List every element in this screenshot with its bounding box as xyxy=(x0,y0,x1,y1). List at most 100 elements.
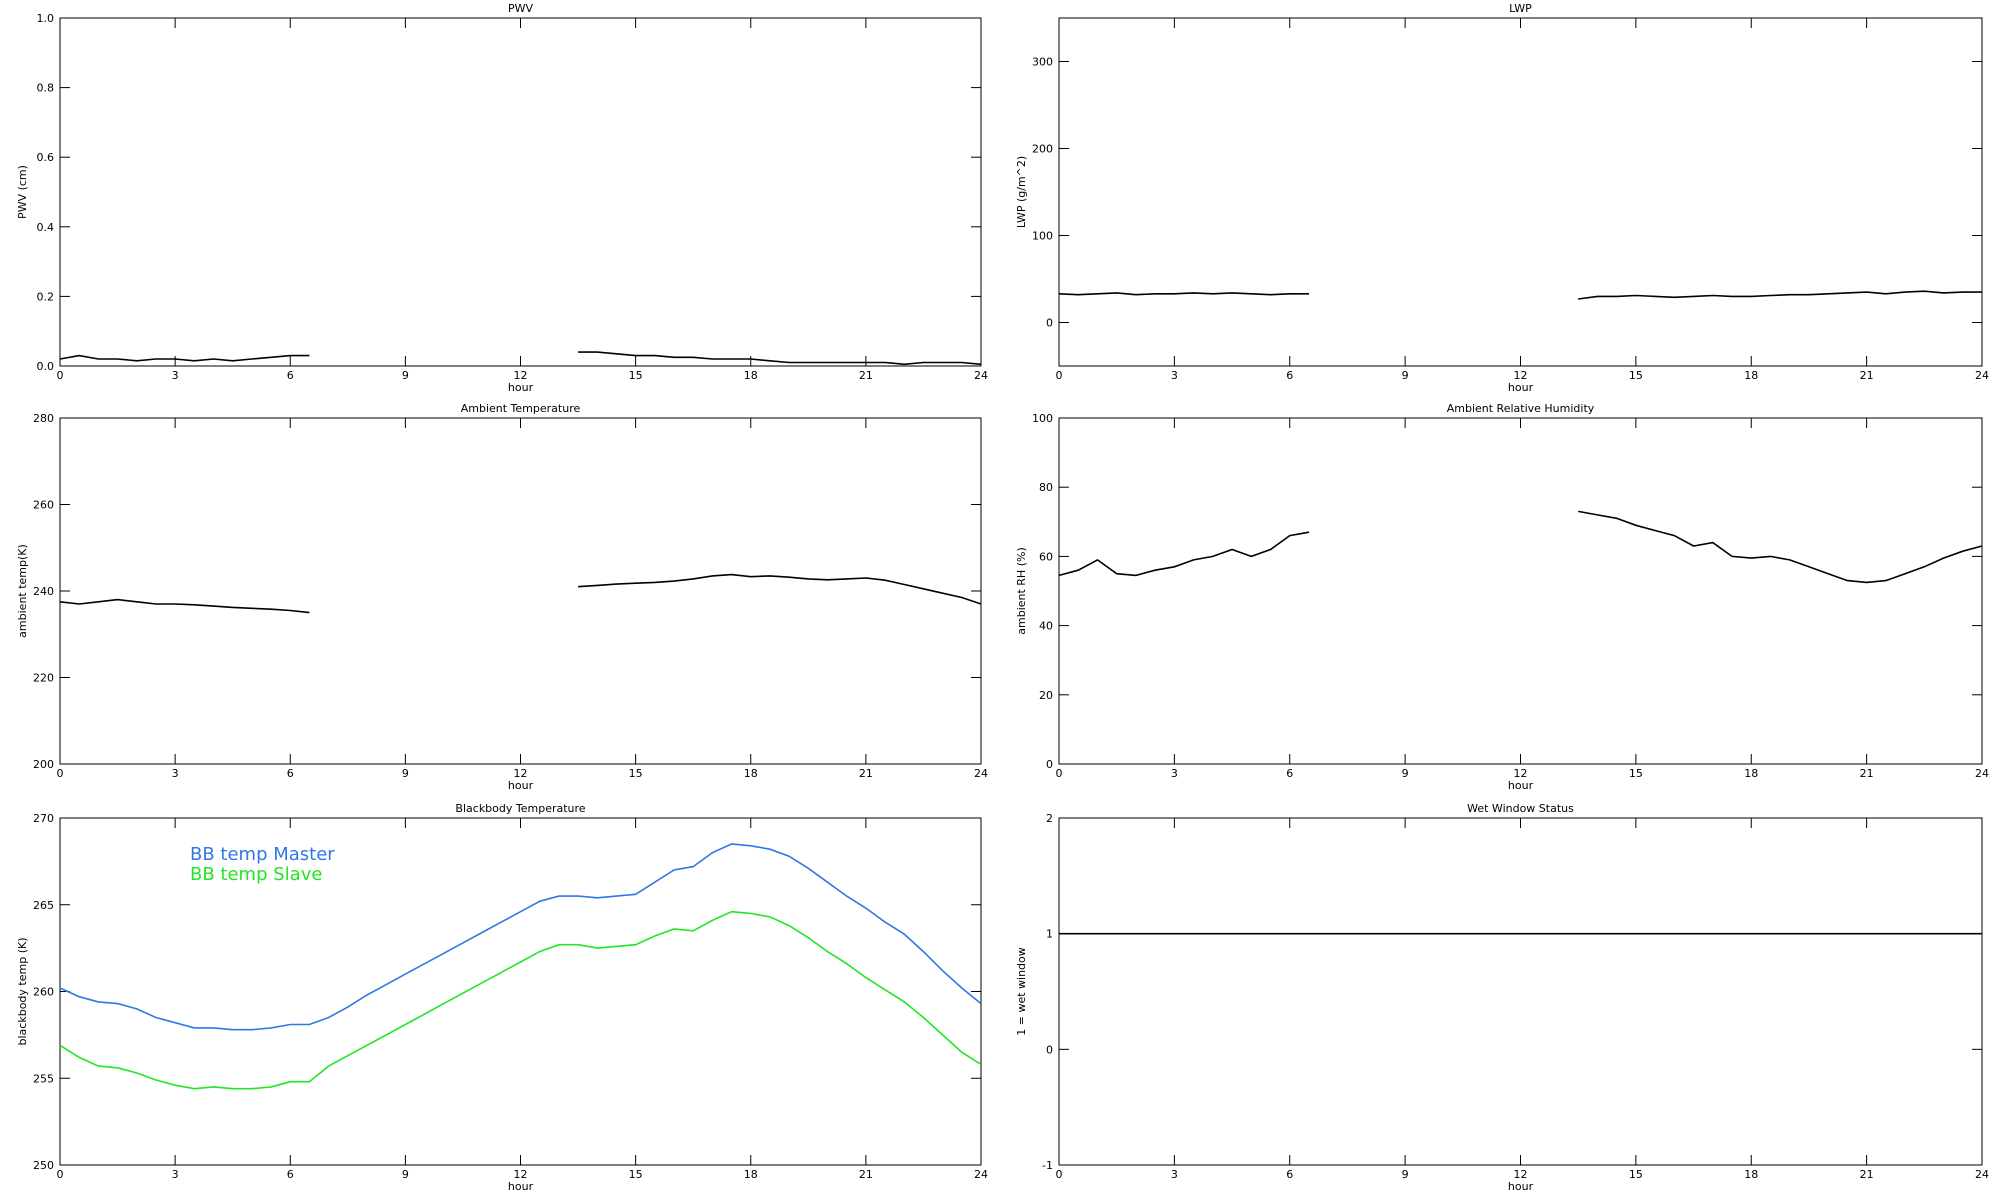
x-tick-label: 3 xyxy=(172,1168,179,1181)
x-tick-label: 0 xyxy=(57,369,64,382)
x-tick-label: 21 xyxy=(1860,767,1874,780)
y-tick-label: 0.4 xyxy=(37,221,55,234)
y-tick-label: 80 xyxy=(1039,481,1053,494)
x-tick-label: 15 xyxy=(1629,767,1643,780)
y-tick-label: 0.0 xyxy=(37,360,55,373)
chart-panel: Blackbody Temperature hour blackbody temp … xyxy=(16,802,988,1193)
y-tick-label: 1 xyxy=(1046,928,1053,941)
series-line xyxy=(59,351,982,366)
x-tick-label: 6 xyxy=(1286,767,1293,780)
y-tick-label: 0 xyxy=(1046,758,1053,771)
y-tick-label: 2 xyxy=(1046,812,1053,825)
legend-entry: BB temp Master xyxy=(190,844,335,865)
chart-panel: PWV hour PWV (cm) 0 3 6 9 12 15 18 21 24 0.0 0.2 0.4 0.… xyxy=(16,2,988,394)
x-tick-label: 12 xyxy=(514,767,528,780)
x-tick-label: 3 xyxy=(172,369,179,382)
legend-entry: BB temp Slave xyxy=(190,864,322,885)
x-tick-label: 6 xyxy=(1286,369,1293,382)
x-tick-label: 3 xyxy=(1171,369,1178,382)
y-tick-label: 100 xyxy=(1032,412,1053,425)
y-axis-label: LWP (g/m^2) xyxy=(1015,156,1028,228)
y-axis-label: blackbody temp (K) xyxy=(16,938,29,1046)
x-tick-label: 9 xyxy=(402,767,409,780)
x-axis-label: hour xyxy=(1508,779,1534,792)
x-tick-label: 0 xyxy=(1056,369,1063,382)
x-tick-label: 15 xyxy=(629,767,643,780)
x-tick-label: 9 xyxy=(1402,767,1409,780)
y-tick-label: 0 xyxy=(1046,1043,1053,1056)
y-axis-label: 1 = wet window xyxy=(1015,947,1028,1036)
y-tick-label: 240 xyxy=(33,585,54,598)
x-tick-label: 21 xyxy=(859,767,873,780)
x-tick-label: 9 xyxy=(402,369,409,382)
series-line xyxy=(1058,510,1983,584)
plot-frame xyxy=(1058,417,1983,765)
x-tick-label: 18 xyxy=(1744,767,1758,780)
x-tick-label: 9 xyxy=(1402,1168,1409,1181)
x-tick-label: 3 xyxy=(1171,767,1178,780)
x-axis-label: hour xyxy=(508,381,534,394)
y-axis-label: ambient temp(K) xyxy=(16,544,29,638)
x-tick-label: 18 xyxy=(744,767,758,780)
plot-frame xyxy=(59,417,982,765)
series-line xyxy=(1058,290,1982,300)
chart-title: Ambient Relative Humidity xyxy=(1447,402,1595,415)
x-tick-label: 0 xyxy=(57,1168,64,1181)
x-tick-label: 24 xyxy=(1975,767,1989,780)
chart-panel: Ambient Temperature hour ambient temp(K) 0 3… xyxy=(16,402,988,792)
x-tick-label: 0 xyxy=(1056,767,1063,780)
y-tick-label: 270 xyxy=(33,812,54,825)
y-tick-label: 0 xyxy=(1046,317,1053,330)
x-tick-label: 0 xyxy=(57,767,64,780)
y-tick-label: 1.0 xyxy=(37,12,55,25)
x-axis-label: hour xyxy=(508,779,534,792)
chart-panel: LWP hour LWP (g/m^2) 0 3 6 9 12 15 18 21 24 0 100 200 3… xyxy=(1015,2,1989,394)
y-axis-label: PWV (cm) xyxy=(16,165,29,219)
y-tick-label: 60 xyxy=(1039,550,1053,563)
x-tick-label: 24 xyxy=(1975,1168,1989,1181)
x-tick-label: 21 xyxy=(1860,369,1874,382)
x-axis-label: hour xyxy=(1508,381,1534,394)
x-tick-label: 6 xyxy=(287,369,294,382)
chart-panel: Wet Window Status hour 1 = wet window 0 3 6 9 1… xyxy=(1015,802,1989,1193)
chart-title: Blackbody Temperature xyxy=(455,802,585,815)
x-axis-label: hour xyxy=(1508,1180,1534,1193)
plot-frame xyxy=(1058,17,1983,367)
series-line xyxy=(59,910,982,1090)
y-tick-label: 260 xyxy=(33,986,54,999)
y-tick-label: 250 xyxy=(33,1159,54,1172)
x-tick-label: 18 xyxy=(744,1168,758,1181)
chart-title: Ambient Temperature xyxy=(461,402,581,415)
x-tick-label: 15 xyxy=(629,369,643,382)
x-tick-label: 24 xyxy=(974,1168,988,1181)
x-tick-label: 6 xyxy=(287,1168,294,1181)
x-tick-label: 9 xyxy=(1402,369,1409,382)
y-tick-label: 20 xyxy=(1039,689,1053,702)
x-tick-label: 18 xyxy=(1744,369,1758,382)
y-tick-label: 0.8 xyxy=(37,82,55,95)
y-tick-label: -1 xyxy=(1042,1159,1053,1172)
x-tick-label: 15 xyxy=(1629,1168,1643,1181)
x-tick-label: 24 xyxy=(974,767,988,780)
x-tick-label: 12 xyxy=(1514,767,1528,780)
series-line xyxy=(59,843,982,1031)
x-tick-label: 21 xyxy=(1860,1168,1874,1181)
y-tick-label: 0.6 xyxy=(37,151,55,164)
x-tick-label: 24 xyxy=(974,369,988,382)
x-tick-label: 18 xyxy=(1744,1168,1758,1181)
y-tick-label: 255 xyxy=(33,1072,54,1085)
y-tick-label: 265 xyxy=(33,899,54,912)
x-tick-label: 6 xyxy=(1286,1168,1293,1181)
y-tick-label: 300 xyxy=(1032,56,1053,69)
y-axis-label: ambient RH (%) xyxy=(1015,547,1028,635)
x-tick-label: 9 xyxy=(402,1168,409,1181)
x-tick-label: 18 xyxy=(744,369,758,382)
x-tick-label: 3 xyxy=(172,767,179,780)
x-tick-label: 3 xyxy=(1171,1168,1178,1181)
x-tick-label: 21 xyxy=(859,1168,873,1181)
y-tick-label: 280 xyxy=(33,412,54,425)
y-tick-label: 0.2 xyxy=(37,290,55,303)
x-tick-label: 12 xyxy=(514,369,528,382)
series-line xyxy=(59,573,982,614)
